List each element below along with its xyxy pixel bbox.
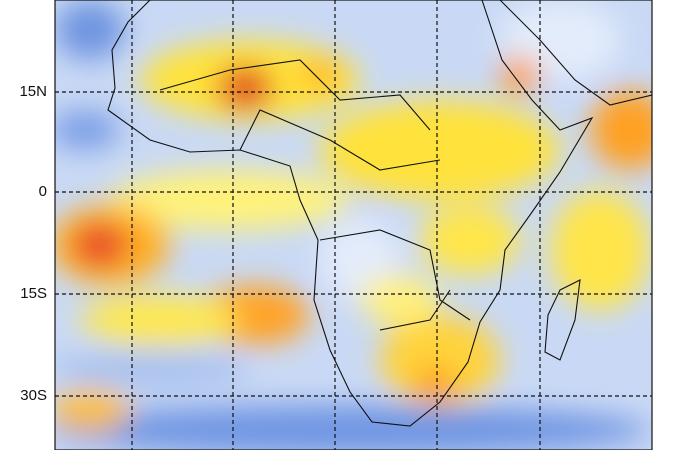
coastlines bbox=[107, 0, 652, 427]
lat-label: 15N bbox=[19, 83, 47, 100]
heat-field bbox=[55, 0, 652, 450]
graticule bbox=[55, 0, 652, 450]
lat-label: 15S bbox=[20, 285, 47, 302]
map-frame bbox=[54, 0, 653, 450]
lat-label: 30S bbox=[20, 387, 47, 404]
lat-label: 0 bbox=[39, 183, 47, 200]
